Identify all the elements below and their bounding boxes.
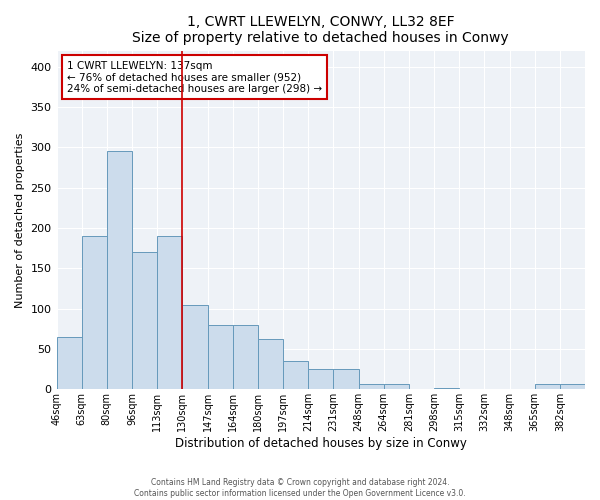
Bar: [258, 338, 283, 390]
Bar: [359, 384, 383, 390]
Bar: [383, 384, 409, 390]
Bar: [56, 337, 82, 390]
Bar: [233, 325, 258, 390]
Bar: [434, 388, 459, 390]
Bar: [560, 384, 585, 390]
Text: 1 CWRT LLEWELYN: 137sqm
← 76% of detached houses are smaller (952)
24% of semi-d: 1 CWRT LLEWELYN: 137sqm ← 76% of detache…: [67, 60, 322, 94]
Bar: [157, 236, 182, 390]
X-axis label: Distribution of detached houses by size in Conwy: Distribution of detached houses by size …: [175, 437, 467, 450]
Bar: [82, 236, 107, 390]
Bar: [334, 369, 359, 390]
Text: Contains HM Land Registry data © Crown copyright and database right 2024.
Contai: Contains HM Land Registry data © Crown c…: [134, 478, 466, 498]
Title: 1, CWRT LLEWELYN, CONWY, LL32 8EF
Size of property relative to detached houses i: 1, CWRT LLEWELYN, CONWY, LL32 8EF Size o…: [133, 15, 509, 45]
Bar: [283, 361, 308, 390]
Bar: [208, 325, 233, 390]
Y-axis label: Number of detached properties: Number of detached properties: [15, 132, 25, 308]
Bar: [132, 252, 157, 390]
Bar: [535, 384, 560, 390]
Bar: [107, 152, 132, 390]
Bar: [308, 369, 334, 390]
Bar: [182, 304, 208, 390]
